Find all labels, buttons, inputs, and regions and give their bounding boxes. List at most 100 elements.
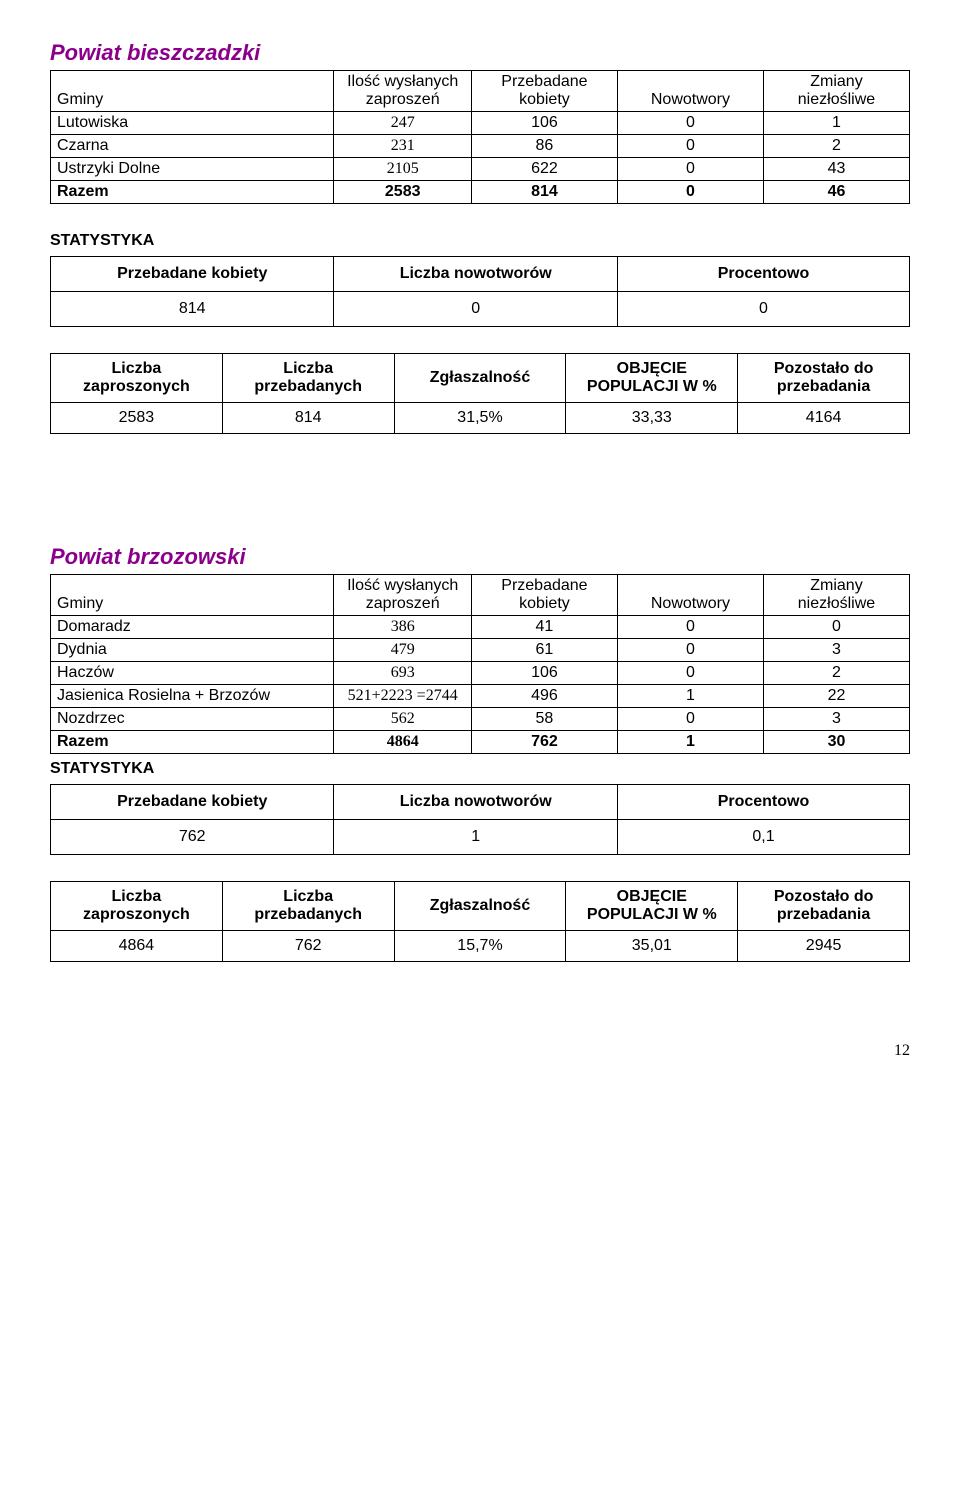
table-row: Haczów 693 106 0 2 — [51, 662, 910, 685]
cell: 1 — [617, 685, 763, 708]
col-zmiany: Zmiany niezłośliwe — [763, 575, 909, 616]
table-header-row: Przebadane kobiety Liczba nowotworów Pro… — [51, 257, 910, 292]
cell: 762 — [51, 820, 334, 855]
cell: 0 — [617, 292, 909, 327]
section1-stat1-table: Przebadane kobiety Liczba nowotworów Pro… — [50, 256, 910, 327]
cell: 15,7% — [394, 931, 566, 962]
col: Procentowo — [617, 785, 909, 820]
cell: 46 — [763, 181, 909, 204]
cell-label: Razem — [51, 181, 334, 204]
cell: 0 — [617, 708, 763, 731]
col: OBJĘCIE POPULACJI W % — [566, 354, 738, 403]
col-nowotwory: Nowotwory — [617, 71, 763, 112]
table-row: Dydnia 479 61 0 3 — [51, 639, 910, 662]
cell: 562 — [334, 708, 471, 731]
cell: 3 — [763, 708, 909, 731]
col: Liczba przebadanych — [222, 354, 394, 403]
col: Liczba nowotworów — [334, 257, 617, 292]
cell: 521+2223 =2744 — [334, 685, 471, 708]
section1-stat2-table: Liczba zaproszonych Liczba przebadanych … — [50, 353, 910, 434]
cell: 814 — [222, 403, 394, 434]
cell: 0 — [617, 158, 763, 181]
page-number: 12 — [50, 1042, 910, 1060]
cell: 0 — [617, 639, 763, 662]
section2-stat2-table: Liczba zaproszonych Liczba przebadanych … — [50, 881, 910, 962]
col-ilosc: Ilość wysłanych zaproszeń — [334, 71, 471, 112]
cell: 762 — [471, 731, 617, 754]
cell: 386 — [334, 616, 471, 639]
cell-label: Jasienica Rosielna + Brzozów — [51, 685, 334, 708]
cell-label: Nozdrzec — [51, 708, 334, 731]
cell: 0 — [617, 135, 763, 158]
cell-label: Czarna — [51, 135, 334, 158]
cell: 814 — [51, 292, 334, 327]
section1-table: Gminy Ilość wysłanych zaproszeń Przebada… — [50, 70, 910, 204]
cell: 2583 — [334, 181, 471, 204]
cell: 762 — [222, 931, 394, 962]
col: Liczba nowotworów — [334, 785, 617, 820]
table-row: Czarna 231 86 0 2 — [51, 135, 910, 158]
cell: 814 — [471, 181, 617, 204]
section1-title: Powiat bieszczadzki — [50, 40, 910, 66]
cell: 4164 — [738, 403, 910, 434]
cell-label: Haczów — [51, 662, 334, 685]
col: Pozostało do przebadania — [738, 882, 910, 931]
col-ilosc: Ilość wysłanych zaproszeń — [334, 575, 471, 616]
section2-stat-title: STATYSTYKA — [50, 760, 910, 778]
section1-stat-title: STATYSTYKA — [50, 232, 910, 250]
col-nowotwory: Nowotwory — [617, 575, 763, 616]
cell: 247 — [334, 112, 471, 135]
section2-table: Gminy Ilość wysłanych zaproszeń Przebada… — [50, 574, 910, 754]
cell: 2583 — [51, 403, 223, 434]
table-header-row: Przebadane kobiety Liczba nowotworów Pro… — [51, 785, 910, 820]
cell: 0 — [334, 292, 617, 327]
table-row-total: Razem 4864 762 1 30 — [51, 731, 910, 754]
col: Liczba zaproszonych — [51, 882, 223, 931]
col: Liczba zaproszonych — [51, 354, 223, 403]
table-row: Lutowiska 247 106 0 1 — [51, 112, 910, 135]
table-header-row: Gminy Ilość wysłanych zaproszeń Przebada… — [51, 71, 910, 112]
cell: 2945 — [738, 931, 910, 962]
cell: 35,01 — [566, 931, 738, 962]
table-row: Nozdrzec 562 58 0 3 — [51, 708, 910, 731]
cell: 86 — [471, 135, 617, 158]
col-gminy: Gminy — [51, 575, 334, 616]
col: OBJĘCIE POPULACJI W % — [566, 882, 738, 931]
section2-stat1-table: Przebadane kobiety Liczba nowotworów Pro… — [50, 784, 910, 855]
table-row: 814 0 0 — [51, 292, 910, 327]
cell: 0 — [617, 112, 763, 135]
cell: 2 — [763, 135, 909, 158]
cell: 1 — [334, 820, 617, 855]
table-row: 762 1 0,1 — [51, 820, 910, 855]
col-przebadane: Przebadane kobiety — [471, 71, 617, 112]
cell: 31,5% — [394, 403, 566, 434]
table-row: Ustrzyki Dolne 2105 622 0 43 — [51, 158, 910, 181]
cell-label: Dydnia — [51, 639, 334, 662]
cell: 0 — [617, 616, 763, 639]
cell-label: Ustrzyki Dolne — [51, 158, 334, 181]
cell: 1 — [763, 112, 909, 135]
cell: 41 — [471, 616, 617, 639]
cell: 693 — [334, 662, 471, 685]
col: Przebadane kobiety — [51, 785, 334, 820]
cell: 2105 — [334, 158, 471, 181]
table-row: 4864 762 15,7% 35,01 2945 — [51, 931, 910, 962]
cell: 3 — [763, 639, 909, 662]
col: Procentowo — [617, 257, 909, 292]
cell: 622 — [471, 158, 617, 181]
cell-label: Razem — [51, 731, 334, 754]
cell: 479 — [334, 639, 471, 662]
section2-title: Powiat brzozowski — [50, 544, 910, 570]
cell: 106 — [471, 662, 617, 685]
col: Przebadane kobiety — [51, 257, 334, 292]
cell: 106 — [471, 112, 617, 135]
cell: 43 — [763, 158, 909, 181]
cell: 4864 — [51, 931, 223, 962]
col-gminy: Gminy — [51, 71, 334, 112]
cell: 1 — [617, 731, 763, 754]
cell: 58 — [471, 708, 617, 731]
col: Zgłaszalność — [394, 354, 566, 403]
table-header-row: Gminy Ilość wysłanych zaproszeń Przebada… — [51, 575, 910, 616]
table-row: Jasienica Rosielna + Brzozów 521+2223 =2… — [51, 685, 910, 708]
table-header-row: Liczba zaproszonych Liczba przebadanych … — [51, 882, 910, 931]
